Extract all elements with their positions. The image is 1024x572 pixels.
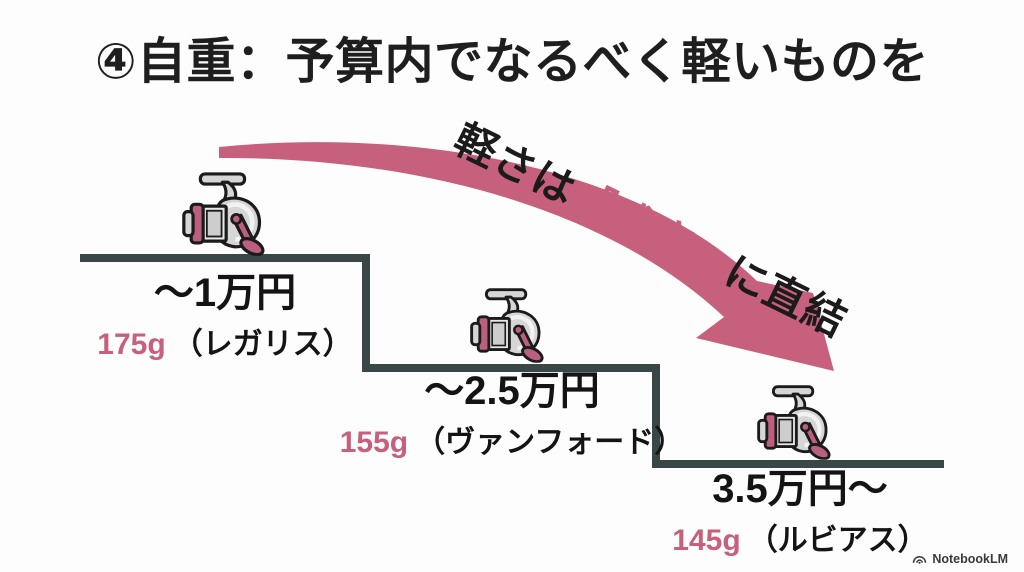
page-title: ④自重：予算内でなるべく軽いものを xyxy=(95,35,929,89)
watermark-text: NotebookLM xyxy=(932,552,1008,566)
step-3-spec: 145g （ルビアス） xyxy=(570,515,1024,559)
step-2-label: ～2.5万円 155g （ヴァンフォード） xyxy=(282,370,742,461)
step-2-price: ～2.5万円 xyxy=(424,369,600,413)
watermark: NotebookLM xyxy=(912,552,1008,566)
notebooklm-logo-icon xyxy=(913,556,927,564)
spinning-reel-icon xyxy=(182,171,274,256)
arrow-shape xyxy=(219,142,834,371)
step-1-label: ～1万円 175g （レガリス） xyxy=(0,272,455,363)
spinning-reel-icon xyxy=(470,287,552,363)
step-3-label: 3.5万円～ 145g （ルビアス） xyxy=(570,468,1024,559)
step-1-model: （レガリス） xyxy=(172,328,353,361)
step-2-spec: 155g （ヴァンフォード） xyxy=(282,417,742,461)
step-1-weight: 175g xyxy=(97,328,166,361)
step-1-price: ～1万円 xyxy=(153,271,297,315)
step-1-spec: 175g （レガリス） xyxy=(0,319,455,363)
step-3-model: （ルビアス） xyxy=(747,524,928,557)
staircase-line xyxy=(80,254,944,468)
step-2-model: （ヴァンフォード） xyxy=(415,426,685,459)
step-3-weight: 145g xyxy=(672,524,741,557)
step-3-price: 3.5万円～ xyxy=(712,467,888,511)
step-2-weight: 155g xyxy=(339,426,409,459)
spinning-reel-icon xyxy=(757,384,839,460)
